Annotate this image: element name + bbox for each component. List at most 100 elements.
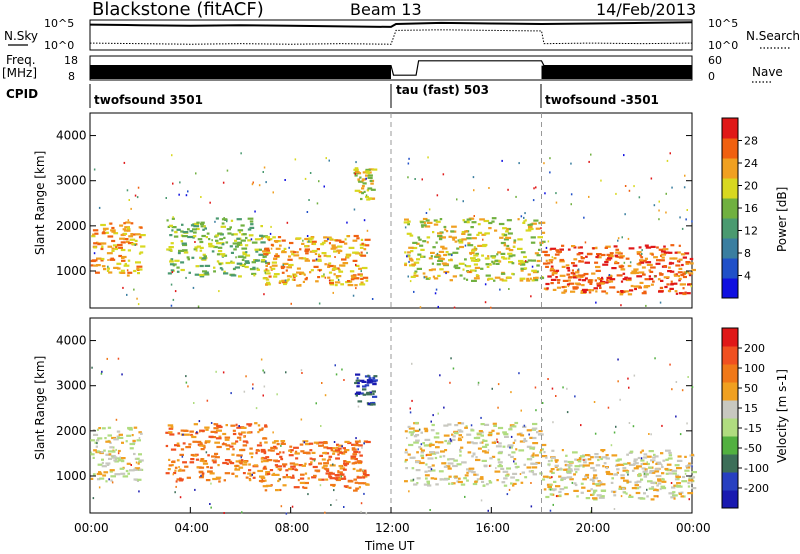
heat-cell: [263, 460, 269, 463]
heat-cell: [180, 240, 184, 243]
heat-cell: [121, 255, 127, 259]
heat-cell: [303, 481, 309, 485]
heat-cell: [365, 440, 371, 444]
heat-cell: [618, 485, 622, 488]
heat-cell: [601, 456, 608, 459]
heat-cell: [668, 266, 671, 269]
heat-cell: [326, 459, 329, 462]
heat-cell: [573, 258, 578, 261]
heat-cell: [231, 233, 234, 236]
heat-cell: [443, 225, 447, 229]
heat-cell: [598, 278, 604, 281]
heat-cell: [479, 477, 484, 480]
heat-speck: [613, 508, 616, 510]
colorbar-swatch: [722, 490, 738, 509]
colorbar-tick-label: 20: [744, 180, 758, 193]
heat-cell: [139, 468, 142, 471]
heat-cell: [362, 393, 366, 396]
heat-cell: [605, 454, 609, 457]
heat-speck: [530, 505, 533, 508]
heat-cell: [452, 435, 456, 438]
heat-cell: [223, 479, 226, 482]
heat-cell: [333, 266, 336, 269]
heat-cell: [481, 233, 486, 236]
heat-cell: [352, 453, 358, 456]
heat-cell: [230, 261, 235, 264]
heat-cell: [289, 445, 293, 448]
heat-cell: [282, 281, 287, 284]
heat-cell: [479, 441, 482, 444]
heat-cell: [619, 293, 624, 296]
heat-speck: [136, 297, 138, 300]
heat-cell: [623, 462, 628, 465]
heat-speck: [686, 209, 688, 211]
heat-cell: [590, 493, 594, 496]
heat-cell: [582, 274, 586, 277]
heat-cell: [211, 459, 217, 462]
heat-cell: [678, 279, 681, 282]
heat-cell: [173, 471, 177, 475]
heat-cell: [287, 258, 293, 261]
heat-speck: [540, 227, 542, 230]
heat-speck: [523, 216, 525, 219]
heat-speck: [432, 414, 434, 417]
heat-cell: [517, 247, 523, 250]
heat-cell: [448, 475, 452, 478]
heat-cell: [298, 257, 304, 260]
heat-cell: [584, 261, 590, 264]
heat-cell: [267, 449, 273, 452]
heat-cell: [606, 279, 609, 282]
heat-cell: [335, 478, 341, 482]
heat-cell: [293, 251, 297, 254]
heat-cell: [514, 462, 517, 465]
heat-cell: [209, 472, 215, 475]
heat-speck: [138, 437, 141, 439]
heat-cell: [217, 246, 223, 249]
heat-cell: [236, 218, 242, 221]
heat-cell: [422, 272, 426, 275]
heat-cell: [549, 269, 556, 272]
heat-cell: [111, 450, 116, 453]
heat-cell: [138, 252, 142, 255]
heat-cell: [538, 430, 543, 433]
heat-cell: [549, 470, 553, 473]
heat-cell: [356, 237, 360, 240]
heat-speck: [627, 473, 629, 476]
heat-cell: [213, 423, 216, 426]
heat-cell: [437, 274, 441, 277]
heat-cell: [111, 436, 117, 440]
heat-cell: [441, 462, 447, 465]
heat-cell: [282, 451, 285, 454]
heat-cell: [566, 267, 570, 270]
heat-cell: [133, 452, 136, 456]
heat-cell: [584, 277, 588, 280]
heat-cell: [607, 257, 613, 260]
heat-cell: [541, 443, 547, 447]
heat-cell: [417, 253, 422, 256]
heat-cell: [257, 424, 261, 427]
heat-cell: [274, 447, 278, 450]
heat-cell: [564, 493, 569, 496]
heat-cell: [534, 454, 539, 457]
heat-speck: [687, 376, 689, 378]
heat-cell: [183, 429, 189, 432]
heat-cell: [100, 242, 107, 245]
heat-cell: [179, 477, 182, 480]
heat-cell: [497, 426, 504, 430]
heat-cell: [190, 433, 193, 437]
heat-speck: [363, 492, 365, 495]
heat-cell: [667, 457, 673, 460]
heat-cell: [482, 445, 488, 448]
heat-cell: [102, 474, 107, 477]
heat-speck: [179, 181, 181, 184]
heat-cell: [360, 197, 363, 201]
heat-speck: [324, 276, 327, 279]
heat-cell: [569, 478, 574, 481]
heat-cell: [627, 277, 632, 280]
heat-cell: [505, 236, 512, 239]
heat-cell: [494, 259, 499, 262]
heat-speck: [279, 489, 282, 491]
heat-cell: [136, 265, 143, 268]
heat-cell: [280, 442, 286, 445]
